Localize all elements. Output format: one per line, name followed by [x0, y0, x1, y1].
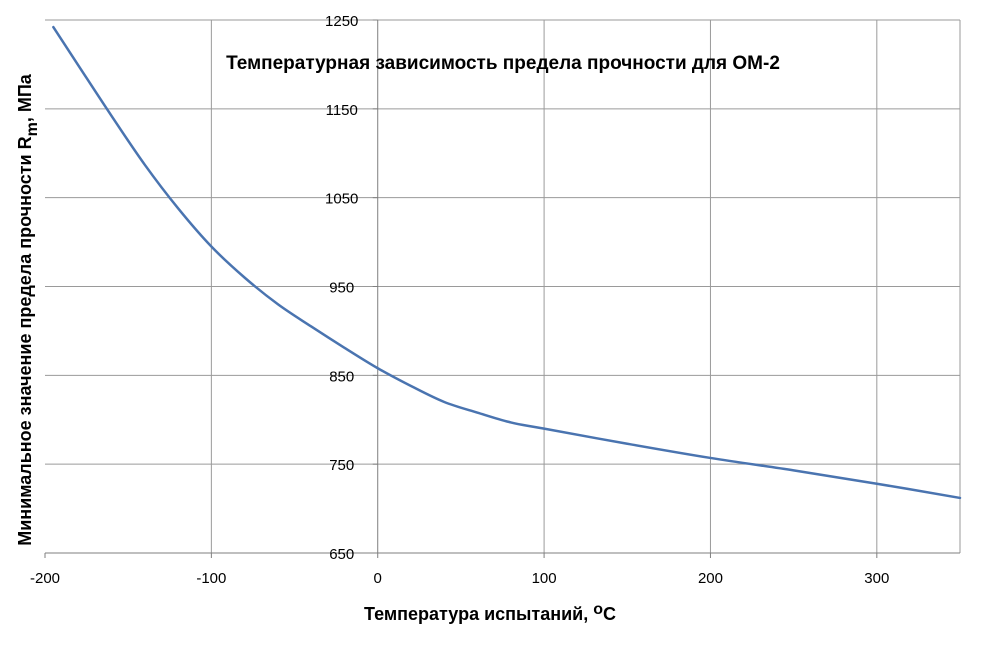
x-axis-label-superscript: о — [593, 601, 603, 618]
y-tick-label-1150: 1150 — [326, 102, 358, 119]
y-axis-label: Минимальное значение предела прочности R… — [15, 73, 41, 546]
y-tick-label-950: 950 — [329, 280, 354, 297]
x-tick-label-300: 300 — [864, 570, 889, 587]
chart-title: Температурная зависимость предела прочно… — [226, 53, 780, 74]
y-tick-label-650: 650 — [329, 546, 354, 563]
y-axis-label-tail: , МПа — [15, 73, 35, 122]
y-axis-label-main: Минимальное значение предела прочности R — [15, 136, 35, 545]
y-axis-label-subscript: m — [24, 122, 41, 136]
x-axis-label-main: Температура испытаний, — [364, 604, 593, 624]
y-tick-label-750: 750 — [329, 457, 354, 474]
x-tick-label--100: -100 — [196, 570, 226, 587]
x-tick-label-200: 200 — [698, 570, 723, 587]
y-tick-label-850: 850 — [329, 368, 354, 385]
x-tick-labels: -200 -100 0 100 200 300 — [30, 570, 889, 587]
y-tick-label-1050: 1050 — [325, 191, 358, 208]
x-tick-label-0: 0 — [374, 570, 382, 587]
series-layer — [52, 25, 962, 500]
axes — [44, 19, 960, 558]
x-axis-label-tail: С — [603, 604, 616, 624]
y-tick-label-1250: 1250 — [325, 13, 358, 30]
series-line-0 — [52, 25, 962, 500]
grid-lines — [45, 19, 961, 553]
x-axis-label: Температура испытаний, оС — [364, 601, 616, 624]
x-tick-label-100: 100 — [532, 570, 557, 587]
x-tick-label--200: -200 — [30, 570, 60, 587]
y-tick-labels: 650 750 850 950 1050 1150 1250 — [325, 13, 358, 563]
